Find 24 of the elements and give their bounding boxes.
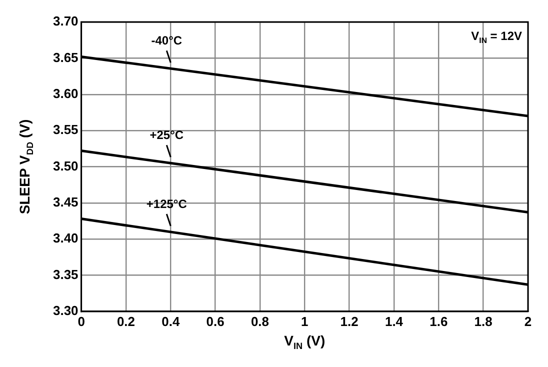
y-axis-title: SLEEP VDD (V) [16,119,35,214]
series-label: -40°C [151,34,182,48]
y-tick-label: 3.35 [52,266,78,282]
y-tick-label: 3.55 [52,122,78,138]
x-tick-label: 0.8 [250,314,270,329]
x-tick-label: 0.2 [116,314,136,329]
x-tick-label: 2 [524,314,532,329]
y-tick-label: 3.40 [52,230,78,246]
y-tick-label: 3.30 [52,302,78,318]
x-tick-label: 0.4 [162,314,180,329]
y-tick-label: 3.70 [52,14,78,29]
x-tick-label: 0 [78,314,85,329]
x-tick-label: 1.2 [340,314,358,329]
y-tick-label: 3.50 [52,158,78,174]
x-tick-label: 0.6 [206,314,224,329]
y-tick-label: 3.65 [52,50,78,65]
x-tick-label: 1.4 [384,314,404,329]
series-label: +125°C [146,196,188,211]
x-tick-label: 1 [301,314,308,329]
y-tick-label: 3.60 [52,86,78,101]
x-tick-label: 1.6 [430,314,448,329]
y-tick-label: 3.45 [52,194,78,210]
x-tick-label: 1.8 [474,314,492,329]
series-label: +25°C [150,128,184,142]
